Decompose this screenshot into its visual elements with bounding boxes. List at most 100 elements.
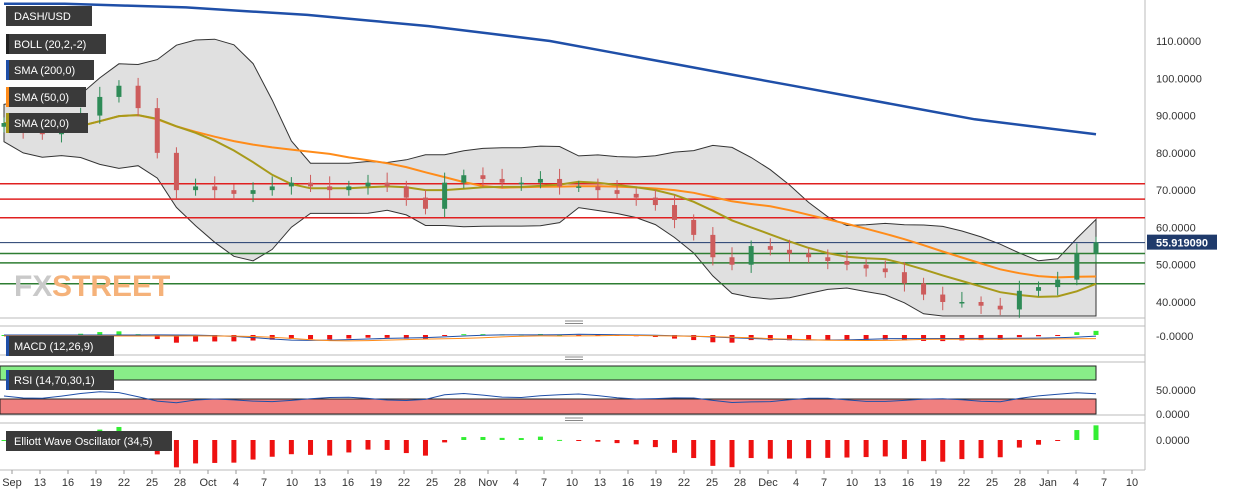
date-label: Sep [2,477,22,489]
candle [97,86,103,124]
svg-text:BOLL (20,2,-2): BOLL (20,2,-2) [14,39,86,51]
label-pair[interactable]: DASH/USD [6,6,92,26]
svg-text:FX: FX [14,270,52,303]
ewo-bar [537,436,543,440]
candle [959,291,965,308]
date-label: 4 [513,477,519,489]
date-label: 4 [793,477,799,489]
candle [308,174,314,193]
macd-bar [1093,330,1099,335]
svg-text:SMA (50,0): SMA (50,0) [14,92,69,104]
candle-body [269,186,275,191]
label-boll[interactable]: BOLL (20,2,-2) [6,34,106,54]
ewo-bar [1036,440,1042,445]
macd-panel [1,330,1099,343]
candle [576,180,582,193]
ewo-bar [173,440,179,468]
price-axis-tick: 90.0000 [1156,111,1196,123]
label-sma20[interactable]: SMA (20,0) [6,113,88,133]
date-label: 16 [902,477,914,489]
label-macd[interactable]: MACD (12,26,9) [6,336,114,356]
macd-bar [97,332,103,335]
candle-body [691,219,697,235]
ewo-bar [308,440,314,455]
moving-averages [3,2,1097,298]
ewo-bar [442,440,448,443]
candle [1055,271,1061,296]
candle-body [499,178,505,183]
candle-body [403,186,409,198]
ewo-bar [940,440,946,462]
macd-bar [78,333,84,335]
macd-bar [882,335,888,340]
ewo-bar [959,440,965,460]
candle [633,188,639,206]
candle [940,286,946,311]
rsi-axis-tick-0: 0.0000 [1156,409,1190,421]
candle [863,259,869,277]
ewo-bar [518,438,524,440]
candle-body [1074,253,1080,280]
rsi-overbought-zone [0,365,1097,381]
candle [882,260,888,278]
candle-body [480,175,486,179]
candle-body [116,85,122,97]
candle-body [959,302,965,304]
candle-body [997,305,1003,310]
macd-bar [384,335,390,338]
label-sma50[interactable]: SMA (50,0) [6,87,86,107]
date-label: Nov [478,477,498,489]
candle-body [901,272,907,284]
svg-text:SMA (200,0): SMA (200,0) [14,65,75,77]
ewo-bar [576,440,582,441]
candle-body [154,108,160,153]
date-label: 13 [594,477,606,489]
candle-body [863,264,869,269]
ewo-bar [748,440,754,459]
macd-bar [116,331,122,335]
date-label: 19 [90,477,102,489]
candle-body [231,190,237,194]
label-rsi[interactable]: RSI (14,70,30,1) [6,370,114,390]
candle-body [1093,242,1099,254]
panel-splitter-2[interactable] [565,356,583,360]
candle-body [748,246,754,265]
panel-splitter-1[interactable] [565,320,583,324]
candle [231,184,237,200]
label-ewo[interactable]: Elliott Wave Oscillator (34,5) [6,431,172,451]
date-label: 13 [874,477,886,489]
candle [518,177,524,191]
candle-body [1016,290,1022,310]
candle [499,168,505,189]
candle-body [308,182,314,187]
macd-bar [978,335,984,341]
date-label: 10 [286,477,298,489]
candle-body [135,85,141,109]
date-label: 19 [930,477,942,489]
candle-body [557,178,563,187]
candle-body [786,249,792,254]
rsi-panel [0,365,1097,415]
candle-body [173,152,179,191]
ewo-bar [652,440,658,448]
label-sma200[interactable]: SMA (200,0) [6,60,94,80]
macd-bar [1016,335,1022,338]
ewo-bar [1,440,7,441]
svg-text:SMA (20,0): SMA (20,0) [14,118,69,130]
ewo-bar [288,440,294,455]
date-label: 25 [146,477,158,489]
macd-bar [557,334,563,336]
date-label: 19 [370,477,382,489]
candle [346,180,352,196]
rsi-oversold-zone [0,398,1097,415]
candle-body [1055,279,1061,288]
date-label: 25 [706,477,718,489]
price-axis-tick: 110.0000 [1156,36,1201,48]
macd-bar [442,335,448,336]
candle [250,182,256,203]
panel-splitter-3[interactable] [565,417,583,421]
ewo-bar [1093,425,1099,440]
candle [384,172,390,193]
ewo-bar [365,440,371,450]
candle-body [652,197,658,206]
